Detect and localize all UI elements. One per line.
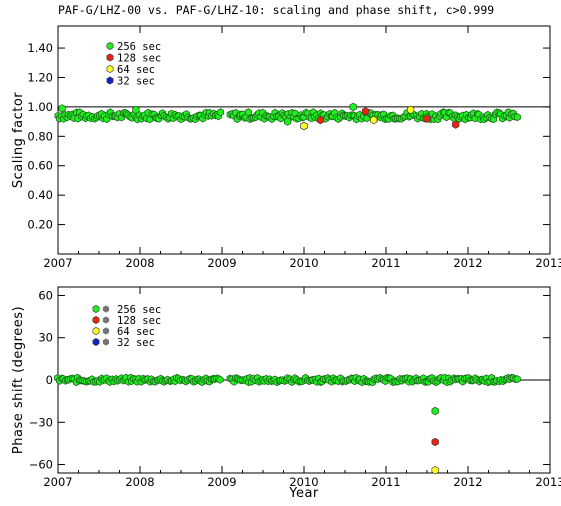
- scaling-panel: 2007 2008 2009 2010 2011 2012 2013 0.20 0.40 0.60…: [11, 25, 561, 270]
- x-tick-label: 2012: [453, 256, 482, 270]
- legend-label: 128 sec: [117, 315, 161, 327]
- y-tick-label: −30: [29, 415, 53, 429]
- data-point-128-sec: [423, 114, 431, 123]
- data-point-256: [132, 105, 140, 115]
- x-tick-label: 2009: [207, 256, 236, 270]
- legend-marker: [106, 42, 114, 50]
- x-tick-label: 2007: [43, 256, 72, 270]
- y-tick-label: 0.80: [27, 129, 53, 143]
- x-tick-label: 2008: [125, 256, 154, 270]
- data-point-256: [244, 108, 252, 117]
- data-point-256: [349, 102, 357, 112]
- chart-title: PAF-G/LHZ-00 vs. PAF-G/LHZ-10: scaling a…: [58, 3, 494, 17]
- data-point-128-sec: [361, 107, 370, 116]
- legend-marker: [92, 305, 100, 313]
- y-tick-label: 60: [38, 288, 53, 302]
- y-tick-label: 0.60: [27, 159, 53, 173]
- legend-marker: [106, 65, 114, 73]
- x-tick-label: 2011: [371, 256, 400, 270]
- legend-marker-secondary: [102, 305, 110, 313]
- data-point-256: [283, 117, 292, 126]
- x-tick-label: 2009: [207, 475, 236, 489]
- y-tick-label: 0.40: [27, 188, 53, 202]
- x-tick-label: 2007: [43, 475, 72, 489]
- y-axis-label: Scaling factor: [11, 92, 26, 188]
- legend-label: 32 sec: [117, 337, 155, 349]
- y-tick-label: 1.40: [27, 41, 53, 55]
- phase-panel: 2007 2008 2009 2010 2011 2012 2013 60 30 0 −30 −60P…: [11, 286, 561, 489]
- legend-marker-secondary: [102, 327, 110, 335]
- data-point-256: [58, 104, 66, 113]
- data-point-256: [513, 113, 521, 122]
- legend-marker-secondary: [102, 316, 110, 324]
- legend-label: 32 sec: [117, 76, 155, 88]
- legend-marker: [92, 316, 100, 324]
- y-tick-label: 1.00: [27, 100, 53, 114]
- data-point-256: [216, 375, 224, 384]
- y-tick-label: 0.20: [27, 218, 53, 232]
- legend-label: 64 sec: [117, 326, 155, 338]
- y-tick-label: 1.20: [27, 70, 53, 84]
- x-tick-label: 2012: [453, 475, 482, 489]
- legend-label: 128 sec: [117, 53, 161, 65]
- x-tick-label: 2013: [535, 475, 561, 489]
- legend-marker-secondary: [102, 338, 110, 346]
- legend-marker: [106, 53, 114, 62]
- y-tick-label: 0: [46, 373, 53, 387]
- x-tick-label: 2013: [535, 256, 561, 270]
- x-tick-label: 2011: [371, 475, 400, 489]
- data-point-64-sec: [431, 466, 439, 475]
- x-axis-label: Year: [288, 486, 319, 501]
- legend-marker: [92, 327, 100, 335]
- data-point-64-sec: [370, 115, 378, 125]
- legend-marker: [92, 338, 100, 346]
- data-point-128-sec: [452, 120, 460, 129]
- legend-label: 64 sec: [117, 64, 155, 76]
- x-tick-label: 2010: [289, 256, 318, 270]
- y-tick-label: 30: [38, 331, 53, 345]
- data-point-128-sec: [431, 437, 439, 447]
- data-point-64-sec: [406, 105, 415, 114]
- data-point-128-sec: [316, 115, 325, 125]
- y-tick-label: −60: [29, 458, 53, 472]
- legend-marker: [106, 76, 114, 85]
- legend-label: 256 sec: [117, 304, 161, 316]
- y-axis-label: Phase shift (degrees): [11, 306, 26, 454]
- legend-label: 256 sec: [117, 41, 161, 53]
- x-tick-label: 2008: [125, 475, 154, 489]
- x-tick-label: 2010: [289, 475, 318, 489]
- data-point-256: [217, 108, 225, 117]
- data-point-256: [431, 406, 439, 416]
- data-point-256: [513, 375, 521, 384]
- data-point-64-sec: [300, 121, 308, 131]
